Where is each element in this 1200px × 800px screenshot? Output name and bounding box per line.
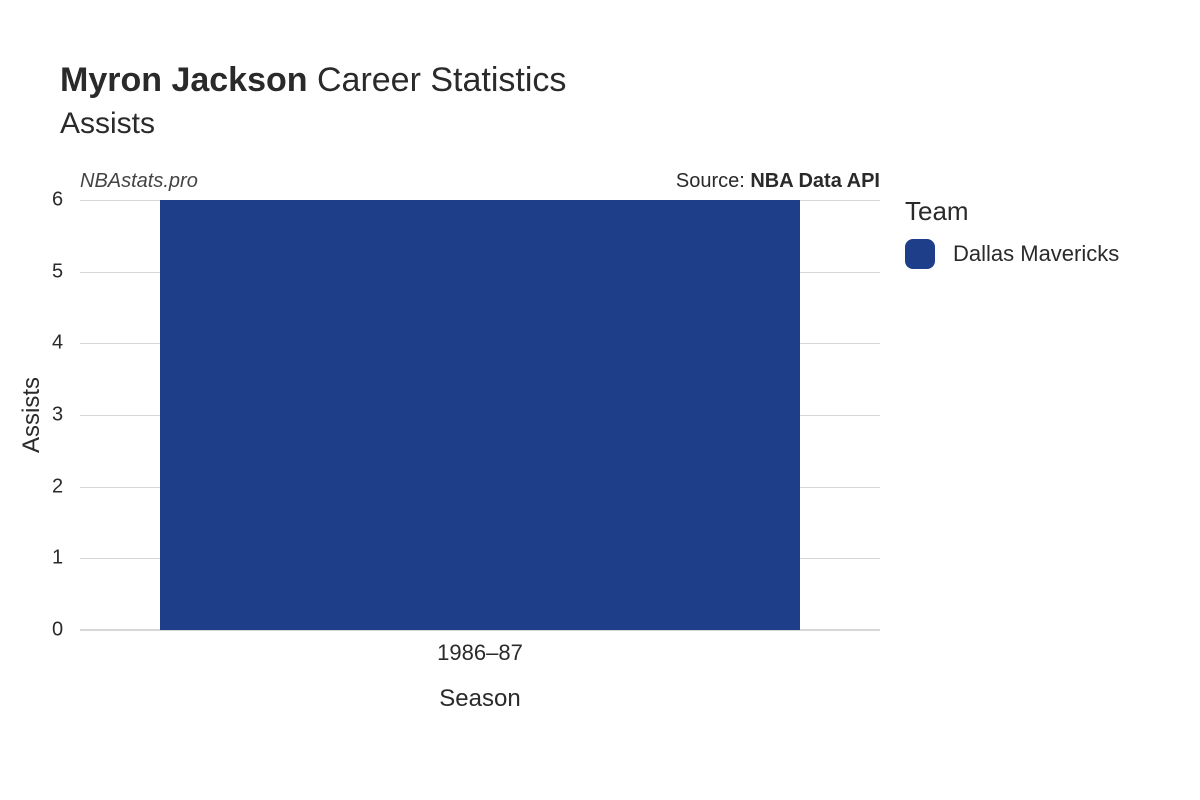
- plot-area: 0123456: [80, 200, 880, 630]
- y-axis-label: Assists: [18, 377, 46, 453]
- legend-title: Team: [905, 196, 1119, 227]
- title-block: Myron Jackson Career Statistics Assists: [60, 60, 566, 141]
- y-tick-label: 3: [52, 404, 70, 427]
- bar: [160, 200, 800, 630]
- chart-container: Myron Jackson Career Statistics Assists …: [0, 0, 1200, 800]
- y-tick-label: 2: [52, 475, 70, 498]
- legend-item: Dallas Mavericks: [905, 239, 1119, 269]
- y-tick-label: 0: [52, 619, 70, 642]
- legend-label: Dallas Mavericks: [953, 241, 1119, 267]
- legend-swatch: [905, 239, 935, 269]
- watermark: NBAstats.pro: [80, 170, 198, 193]
- y-tick-label: 4: [52, 332, 70, 355]
- source-name: NBA Data API: [750, 170, 880, 192]
- chart-title: Myron Jackson Career Statistics: [60, 60, 566, 101]
- y-tick-label: 5: [52, 260, 70, 283]
- grid-line: [80, 630, 880, 631]
- title-player-name: Myron Jackson: [60, 61, 308, 99]
- title-suffix: Career Statistics: [317, 61, 566, 99]
- x-tick-label: 1986–87: [380, 640, 580, 666]
- chart-subtitle: Assists: [60, 107, 566, 141]
- meta-row: NBAstats.pro Source: NBA Data API: [80, 170, 880, 193]
- legend: Team Dallas Mavericks: [905, 196, 1119, 269]
- y-tick-label: 6: [52, 189, 70, 212]
- x-axis-label: Season: [80, 685, 880, 713]
- source-credit: Source: NBA Data API: [676, 170, 880, 193]
- y-tick-label: 1: [52, 547, 70, 570]
- source-label: Source:: [676, 170, 750, 192]
